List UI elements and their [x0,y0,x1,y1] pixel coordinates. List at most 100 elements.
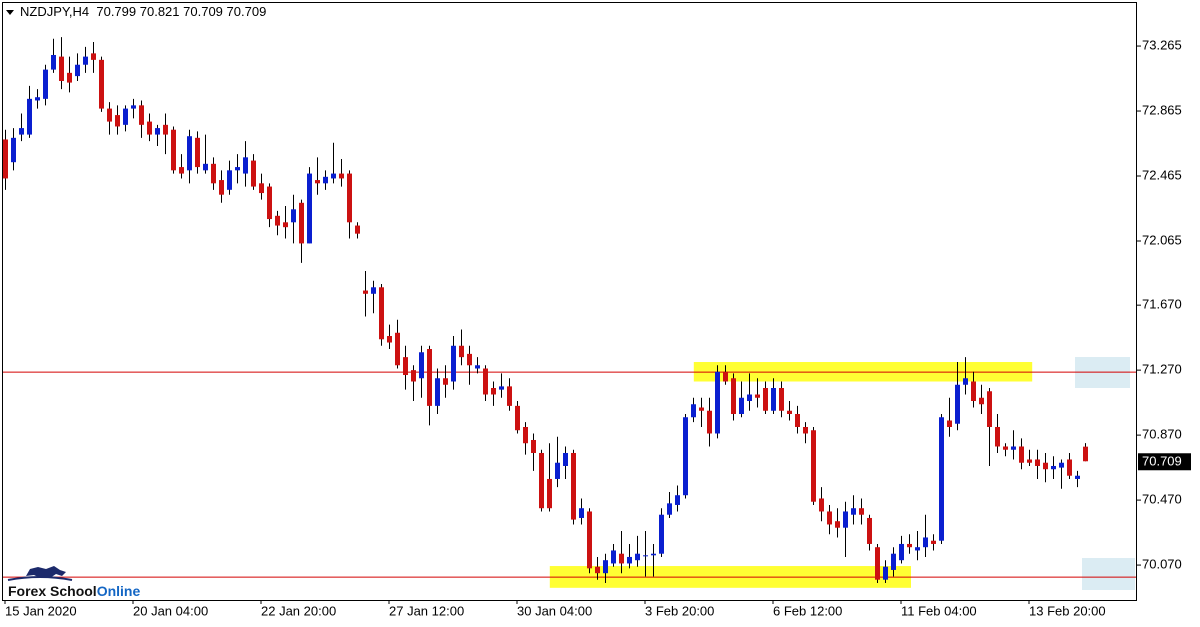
candle-body [1067,459,1072,476]
candle-body [115,115,120,127]
candle-body [755,394,760,398]
candle-body [1059,462,1064,468]
candle-body [203,163,208,171]
candle-body [747,394,752,401]
candle-body [915,547,920,551]
candle-body [683,417,688,496]
candle-body [867,517,872,544]
candle-body [283,222,288,228]
candle-body [795,413,800,427]
candle-body [643,555,648,557]
candle-body [987,391,992,427]
close-value: 70.709 [227,4,267,19]
candle-body [1043,462,1048,470]
candle-body [1083,446,1088,462]
logo-first: Forex School [8,583,97,599]
candle-body [235,167,240,171]
candle-body [107,108,112,122]
candle-body [163,124,168,135]
candle-body [467,353,472,366]
menu-arrow[interactable] [6,10,14,15]
candle-body [315,180,320,184]
axes: 73.265 72.865 72.465 72.065 71.670 71.270 70.8… [4,37,1191,618]
candle-body [731,378,736,414]
candle-body [715,371,720,434]
candle-body [403,357,408,376]
candle-body [899,543,904,561]
candle-body [355,225,360,234]
candle-body [907,543,912,548]
y-tick-label: 71.670 [1142,297,1182,312]
candle-body [59,56,64,81]
logo: Forex SchoolOnline [7,566,141,599]
candle-body [803,426,808,434]
candle-body [51,54,56,70]
candles [3,37,1088,583]
candle-body [219,180,224,195]
candle-body [955,384,960,424]
x-tick-label: 20 Jan 04:00 [133,603,208,618]
candle-body [323,176,328,184]
logo-second: Online [97,583,141,599]
header: NZDJPY,H4 70.799 70.821 70.709 70.709 [20,4,266,19]
candle-body [819,498,824,512]
candle-body [91,53,96,60]
candle-body [347,173,352,223]
candle-body [763,388,768,411]
candle-body [947,420,952,427]
candle-body [579,508,584,518]
candle-body [939,417,944,541]
candle-body [299,202,304,244]
candle-body [531,439,536,453]
y-tick-label: 70.070 [1142,557,1182,572]
candle-body [603,560,608,574]
candle-body [99,59,104,109]
candle-body [835,521,840,528]
candle-body [627,556,632,564]
candle-body [131,105,136,109]
candle-body [891,553,896,570]
candle-body [1027,459,1032,463]
candle-body [515,405,520,431]
candle-body [651,553,656,556]
candle-body [875,547,880,580]
candle-body [707,410,712,434]
candle-body [851,508,856,515]
candle-body [619,553,624,564]
candle-body [395,332,400,366]
candle-body [371,287,376,294]
x-tick-label: 6 Feb 12:00 [773,603,842,618]
y-tick-label: 72.065 [1142,232,1182,247]
candle-body [723,371,728,382]
candle-body [307,173,312,244]
candle-body [291,209,296,223]
y-tick-label: 70.470 [1142,492,1182,507]
logo-icon [26,566,66,578]
candle-body [43,69,48,99]
candle-body [427,349,432,406]
candle-body [251,160,256,187]
candle-body [1019,446,1024,463]
current-price-label: 70.709 [1142,454,1182,469]
x-tick-label: 3 Feb 20:00 [645,603,714,618]
candle-body [571,452,576,520]
x-tick-label: 13 Feb 20:00 [1029,603,1106,618]
candle-body [83,56,88,65]
plot-frame [2,2,1137,601]
candle-body [75,64,80,77]
y-tick-label: 72.865 [1142,102,1182,117]
candle-body [451,345,456,382]
candle-body [667,503,672,515]
candle-body [171,129,176,171]
candle-body [699,407,704,411]
candle-body [547,478,552,509]
candle-body [995,426,1000,447]
candle-body [243,157,248,174]
candle-body [227,170,232,190]
candle-body [595,566,600,574]
x-tick-label: 27 Jan 12:00 [389,603,464,618]
candle-body [883,566,888,580]
price-box [1082,558,1135,590]
